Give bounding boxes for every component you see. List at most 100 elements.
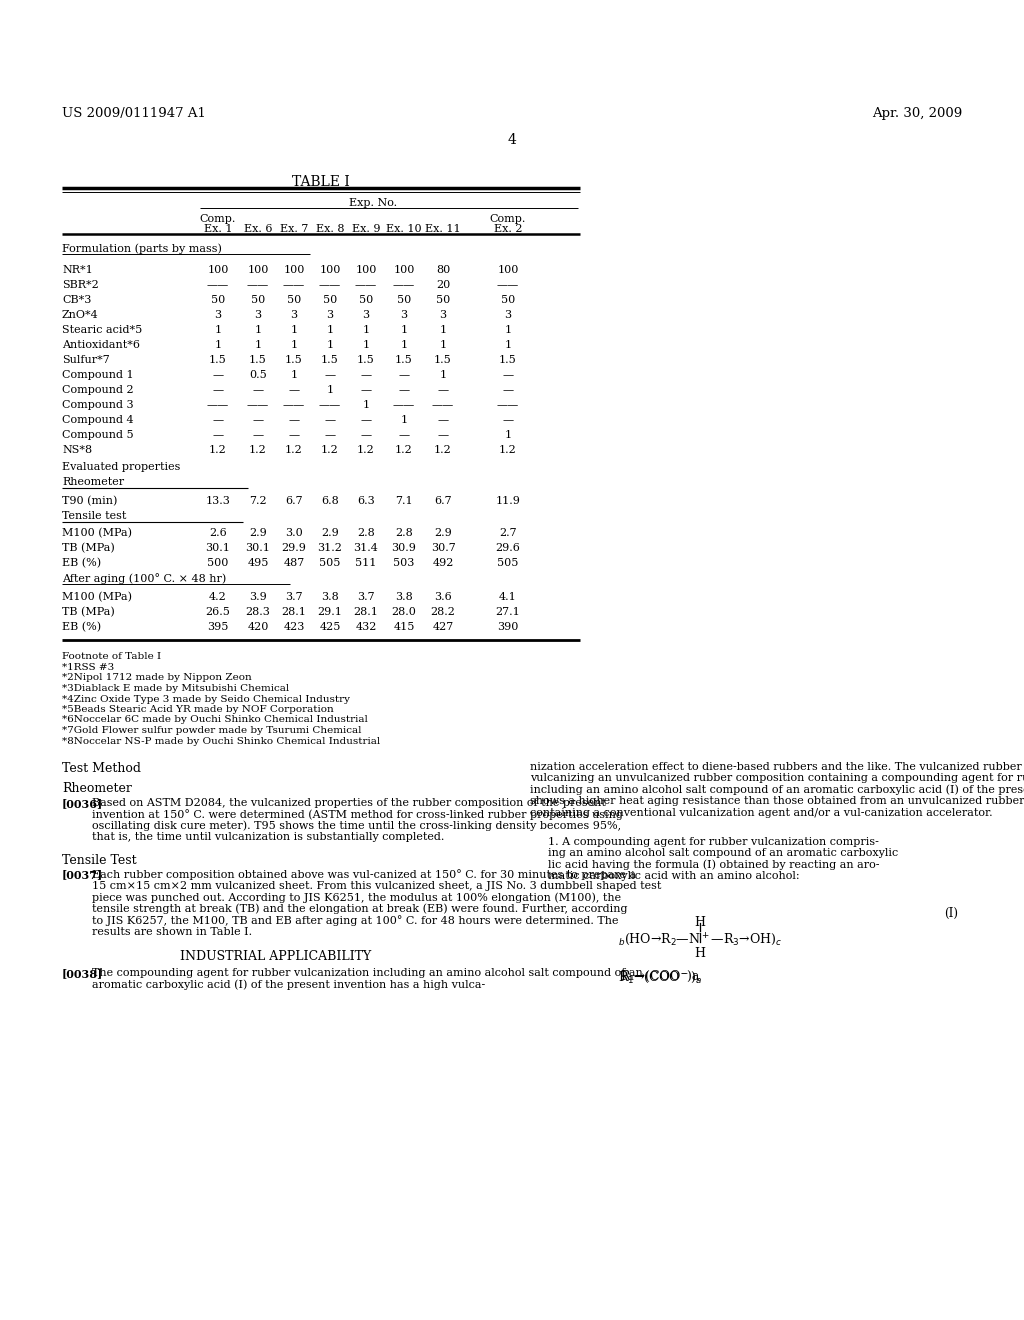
Text: 50: 50 xyxy=(211,294,225,305)
Text: Tensile test: Tensile test xyxy=(62,511,126,521)
Text: 4.1: 4.1 xyxy=(499,591,517,602)
Text: INDUSTRIAL APPLICABILITY: INDUSTRIAL APPLICABILITY xyxy=(180,950,372,964)
Text: 495: 495 xyxy=(248,558,268,568)
Text: 6.7: 6.7 xyxy=(286,496,303,506)
Text: 1.2: 1.2 xyxy=(357,445,375,455)
Text: 3.7: 3.7 xyxy=(286,591,303,602)
Text: that is, the time until vulcanization is substantially completed.: that is, the time until vulcanization is… xyxy=(92,832,444,842)
Text: Ex. 7: Ex. 7 xyxy=(280,224,308,234)
Text: 3: 3 xyxy=(214,310,221,319)
Text: 1.2: 1.2 xyxy=(395,445,413,455)
Text: —: — xyxy=(289,385,300,395)
Text: 1: 1 xyxy=(505,430,512,440)
Text: 1.5: 1.5 xyxy=(322,355,339,366)
Text: 1.2: 1.2 xyxy=(434,445,452,455)
Text: ZnO*4: ZnO*4 xyxy=(62,310,98,319)
Text: —: — xyxy=(360,414,372,425)
Text: ——: —— xyxy=(207,280,229,290)
Text: —: — xyxy=(289,414,300,425)
Text: 4: 4 xyxy=(508,133,516,147)
Text: 1: 1 xyxy=(291,325,298,335)
Text: 1.5: 1.5 xyxy=(249,355,267,366)
Text: 2.9: 2.9 xyxy=(322,528,339,539)
Text: 2.9: 2.9 xyxy=(434,528,452,539)
Text: *8Noccelar NS-P made by Ouchi Shinko Chemical Industrial: *8Noccelar NS-P made by Ouchi Shinko Che… xyxy=(62,737,380,746)
Text: Compound 4: Compound 4 xyxy=(62,414,133,425)
Text: 28.1: 28.1 xyxy=(282,607,306,616)
Text: 1: 1 xyxy=(254,325,261,335)
Text: 1: 1 xyxy=(505,325,512,335)
Text: 15 cm×15 cm×2 mm vulcanized sheet. From this vulcanized sheet, a JIS No. 3 dumbb: 15 cm×15 cm×2 mm vulcanized sheet. From … xyxy=(92,880,662,891)
Text: 28.2: 28.2 xyxy=(430,607,456,616)
Text: 1. A compounding agent for rubber vulcanization compris-: 1. A compounding agent for rubber vulcan… xyxy=(548,837,879,847)
Text: TB (MPa): TB (MPa) xyxy=(62,607,115,618)
Text: 1: 1 xyxy=(439,370,446,380)
Text: 1: 1 xyxy=(400,414,408,425)
Text: 3.9: 3.9 xyxy=(249,591,267,602)
Text: —: — xyxy=(503,370,514,380)
Text: Ex. 2: Ex. 2 xyxy=(494,224,522,234)
Text: 3: 3 xyxy=(505,310,512,319)
Text: Rheometer: Rheometer xyxy=(62,781,132,795)
Text: 50: 50 xyxy=(251,294,265,305)
Text: —: — xyxy=(398,385,410,395)
Text: 503: 503 xyxy=(393,558,415,568)
Text: 3.7: 3.7 xyxy=(357,591,375,602)
Text: ——: —— xyxy=(497,280,519,290)
Text: [0036]: [0036] xyxy=(62,799,103,809)
Text: Ex. 9: Ex. 9 xyxy=(352,224,380,234)
Text: 1.2: 1.2 xyxy=(209,445,227,455)
Text: 1: 1 xyxy=(439,341,446,350)
Text: 13.3: 13.3 xyxy=(206,496,230,506)
Text: 3.8: 3.8 xyxy=(322,591,339,602)
Text: 50: 50 xyxy=(436,294,451,305)
Text: ——: —— xyxy=(207,400,229,411)
Text: T90 (min): T90 (min) xyxy=(62,496,118,507)
Text: —: — xyxy=(503,414,514,425)
Text: Ex. 1: Ex. 1 xyxy=(204,224,232,234)
Text: 100: 100 xyxy=(355,265,377,275)
Text: —: — xyxy=(437,385,449,395)
Text: Stearic acid*5: Stearic acid*5 xyxy=(62,325,142,335)
Text: Compound 2: Compound 2 xyxy=(62,385,133,395)
Text: Compound 5: Compound 5 xyxy=(62,430,133,440)
Text: 100: 100 xyxy=(207,265,228,275)
Text: 11.9: 11.9 xyxy=(496,496,520,506)
Text: Footnote of Table I: Footnote of Table I xyxy=(62,652,161,661)
Text: results are shown in Table I.: results are shown in Table I. xyxy=(92,927,252,937)
Text: *2Nipol 1712 made by Nippon Zeon: *2Nipol 1712 made by Nippon Zeon xyxy=(62,673,252,682)
Text: NS*8: NS*8 xyxy=(62,445,92,455)
Text: 100: 100 xyxy=(498,265,519,275)
Text: 50: 50 xyxy=(397,294,411,305)
Text: 415: 415 xyxy=(393,622,415,632)
Text: 4.2: 4.2 xyxy=(209,591,227,602)
Text: 6.3: 6.3 xyxy=(357,496,375,506)
Text: 1.2: 1.2 xyxy=(499,445,517,455)
Text: to JIS K6257, the M100, TB and EB after aging at 100° C. for 48 hours were deter: to JIS K6257, the M100, TB and EB after … xyxy=(92,915,618,927)
Text: 28.1: 28.1 xyxy=(353,607,379,616)
Text: 1: 1 xyxy=(439,325,446,335)
Text: 100: 100 xyxy=(319,265,341,275)
Text: 100: 100 xyxy=(284,265,305,275)
Text: 1.5: 1.5 xyxy=(357,355,375,366)
Text: 1: 1 xyxy=(291,370,298,380)
Text: *6Noccelar 6C made by Ouchi Shinko Chemical Industrial: *6Noccelar 6C made by Ouchi Shinko Chemi… xyxy=(62,715,368,725)
Text: —: — xyxy=(325,430,336,440)
Text: M100 (MPa): M100 (MPa) xyxy=(62,528,132,539)
Text: tensile strength at break (TB) and the elongation at break (EB) were found. Furt: tensile strength at break (TB) and the e… xyxy=(92,904,628,915)
Text: 505: 505 xyxy=(498,558,519,568)
Text: 26.5: 26.5 xyxy=(206,607,230,616)
Text: 3.0: 3.0 xyxy=(285,528,303,539)
Text: R$_1$→(COO$^-$)$_a$: R$_1$→(COO$^-$)$_a$ xyxy=(618,970,701,985)
Text: containing a conventional vulcanization agent and/or a vul-canization accelerato: containing a conventional vulcanization … xyxy=(530,808,992,817)
Text: Based on ASTM D2084, the vulcanized properties of the rubber composition of the : Based on ASTM D2084, the vulcanized prop… xyxy=(92,799,606,808)
Text: ——: —— xyxy=(247,280,269,290)
Text: CB*3: CB*3 xyxy=(62,294,91,305)
Text: 487: 487 xyxy=(284,558,304,568)
Text: *5Beads Stearic Acid YR made by NOF Corporation: *5Beads Stearic Acid YR made by NOF Corp… xyxy=(62,705,334,714)
Text: Apr. 30, 2009: Apr. 30, 2009 xyxy=(871,107,962,120)
Text: Comp.: Comp. xyxy=(200,214,237,224)
Text: Each rubber composition obtained above was vul-canized at 150° C. for 30 minutes: Each rubber composition obtained above w… xyxy=(92,870,636,880)
Text: 50: 50 xyxy=(287,294,301,305)
Text: Ex. 11: Ex. 11 xyxy=(425,224,461,234)
